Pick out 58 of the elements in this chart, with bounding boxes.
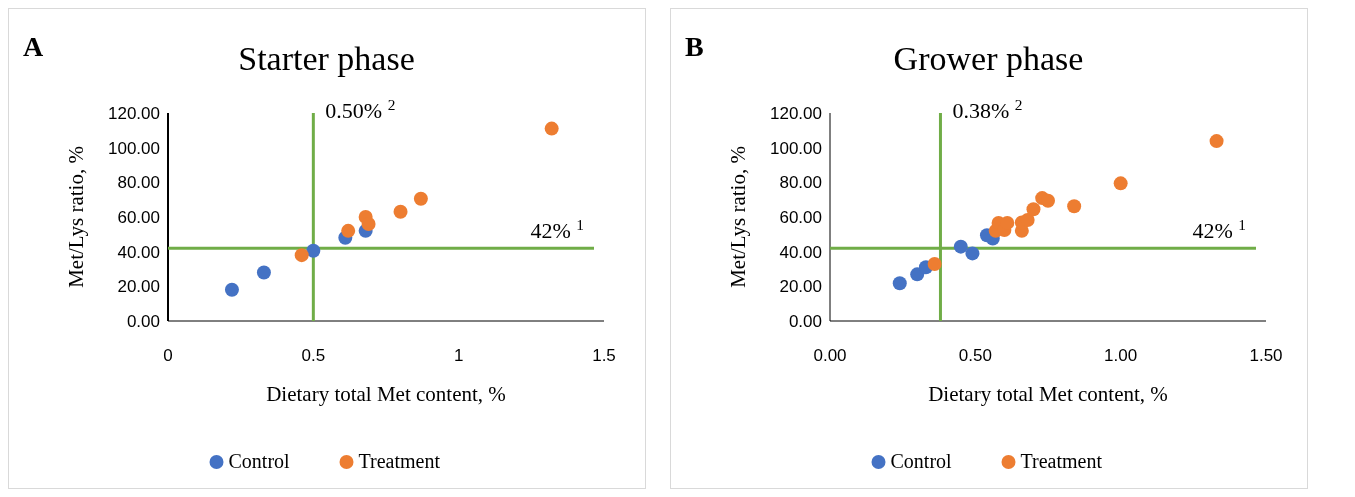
point [544, 121, 559, 136]
point [393, 204, 408, 219]
y-tick-label: 120.00 [770, 103, 822, 123]
x-tick-label: 1.50 [1249, 346, 1283, 365]
y-tick-label: 80.00 [779, 173, 822, 193]
x-tick-label: 0.00 [813, 346, 847, 365]
point [1026, 202, 1041, 217]
ref-line-label: 42% $^{1}$ [530, 215, 584, 244]
point [224, 282, 239, 297]
point [413, 191, 428, 206]
legend-label: Treatment [358, 450, 441, 472]
y-tick-label: 120.00 [108, 103, 160, 123]
point [927, 256, 942, 271]
point [256, 265, 271, 280]
point [965, 246, 980, 261]
x-tick-label: 0.5 [301, 346, 326, 365]
x-tick-label: 0.50 [958, 346, 992, 365]
y-tick-label: 0.00 [126, 311, 160, 331]
point [953, 239, 968, 254]
y-tick-label: 60.00 [117, 207, 160, 227]
point [1000, 215, 1015, 230]
text: B [685, 31, 704, 62]
x-tick-label: 1 [453, 346, 464, 365]
chart-title: Starter phase [238, 40, 415, 77]
x-tick-label: 0 [163, 346, 173, 365]
legend-label: Treatment [1020, 450, 1103, 472]
y-tick-label: 100.00 [108, 138, 160, 158]
point [1020, 212, 1035, 227]
y-tick-label: 0.00 [788, 311, 822, 331]
x-axis-title: Dietary total Met content, % [928, 382, 1168, 406]
ref-line-label: 0.38% $^{2}$ [952, 95, 1023, 123]
legend-label: Control [890, 450, 953, 472]
point [1113, 176, 1128, 191]
point [1209, 134, 1224, 149]
y-tick-label: 40.00 [779, 242, 822, 262]
text: A [23, 31, 44, 62]
ref-line-label: 0.50% $^{2}$ [325, 95, 396, 123]
y-tick-label: 80.00 [117, 173, 160, 193]
legend-label: Control [228, 450, 291, 472]
y-tick-label: 60.00 [779, 207, 822, 227]
y-tick-label: 20.00 [117, 277, 160, 297]
ref-line-label: 42% $^{1}$ [1192, 215, 1246, 244]
x-tick-label: 1.00 [1104, 346, 1138, 365]
y-axis-title: Met/Lys ratio, % [64, 146, 88, 288]
y-tick-label: 40.00 [117, 242, 160, 262]
point [361, 216, 376, 231]
point [294, 248, 309, 263]
x-tick-label: 1.5 [592, 346, 616, 365]
point [306, 243, 321, 258]
point [341, 223, 356, 238]
chart-title: Grower phase [893, 40, 1084, 77]
y-tick-label: 100.00 [770, 138, 822, 158]
point [892, 276, 907, 291]
y-axis-title: Met/Lys ratio, % [726, 146, 750, 288]
y-tick-label: 20.00 [779, 277, 822, 297]
point [1067, 199, 1082, 214]
point [1041, 193, 1055, 208]
x-axis-title: Dietary total Met content, % [266, 382, 506, 406]
